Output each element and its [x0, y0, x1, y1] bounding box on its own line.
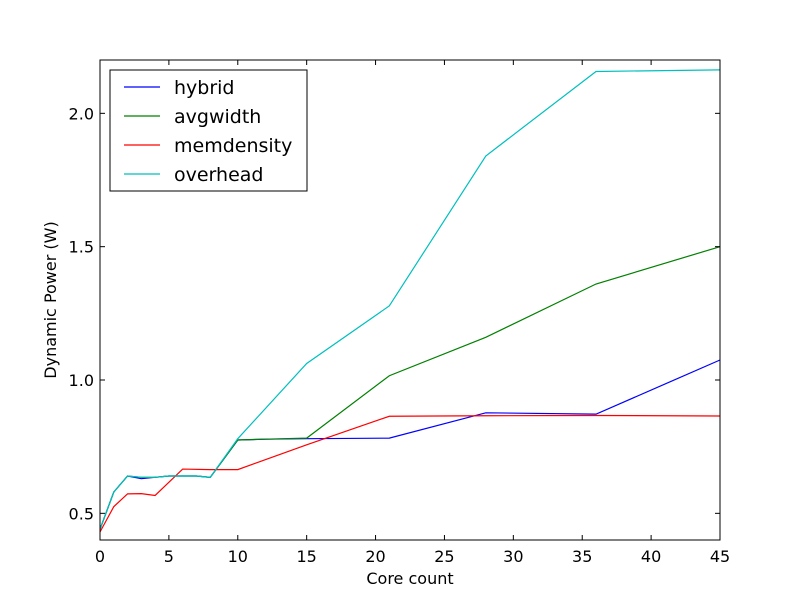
legend-label-hybrid: hybrid [174, 77, 235, 99]
x-tick-label: 0 [95, 547, 105, 566]
x-tick-label: 10 [228, 547, 248, 566]
legend-label-avgwidth: avgwidth [174, 106, 261, 128]
legend-label-overhead: overhead [174, 164, 263, 186]
x-tick-label: 40 [641, 547, 661, 566]
x-tick-label: 45 [710, 547, 730, 566]
y-tick-label: 1.5 [69, 238, 94, 257]
x-tick-label: 5 [164, 547, 174, 566]
x-axis-label: Core count [366, 569, 453, 588]
y-axis-label: Dynamic Power (W) [41, 221, 60, 378]
x-tick-label: 15 [296, 547, 316, 566]
ticks-layer: 0 5 10 15 20 25 30 35 40 45 0.5 1.0 1.5 2.0 [69, 60, 730, 566]
x-tick-label: 30 [503, 547, 523, 566]
plot-frame [99, 59, 721, 541]
x-tick-label: 35 [572, 547, 592, 566]
series-line-overhead [99, 69, 721, 530]
legend-frame [109, 69, 308, 192]
y-tick-label: 1.0 [69, 371, 94, 390]
y-tick-label: 2.0 [69, 104, 94, 123]
legend: hybrid avgwidth memdensity overhead [109, 69, 308, 192]
series-line-memdensity [99, 414, 721, 533]
x-tick-label: 20 [365, 547, 385, 566]
series-layer [99, 69, 721, 533]
legend-label-memdensity: memdensity [174, 135, 292, 157]
y-tick-label: 0.5 [69, 504, 94, 523]
x-tick-label: 25 [434, 547, 454, 566]
